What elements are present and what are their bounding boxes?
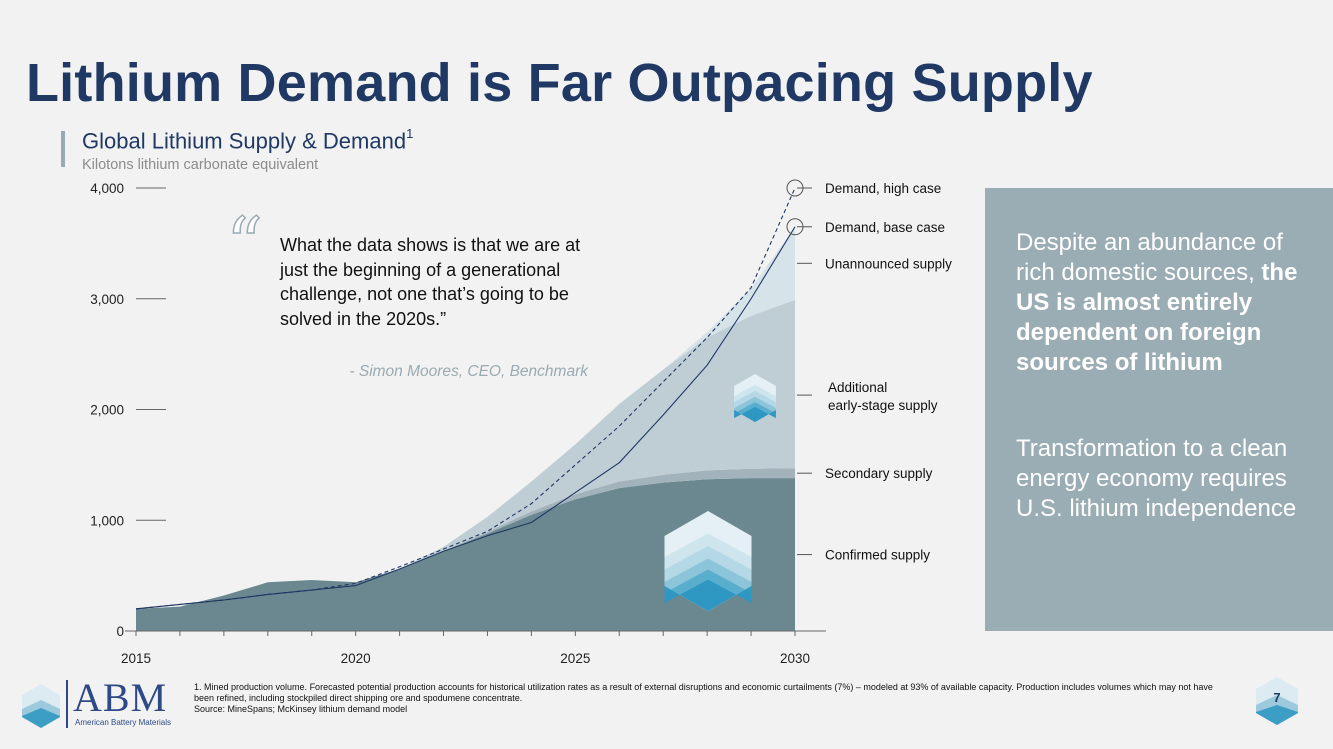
- legend-label: Secondary supply: [825, 466, 933, 481]
- y-tick-label: 4,000: [90, 181, 124, 196]
- logo-text: ABM: [73, 675, 168, 720]
- footnote-source: Source: MineSpans; McKinsey lithium dema…: [194, 704, 408, 714]
- page-title: Lithium Demand is Far Outpacing Supply: [26, 53, 1093, 113]
- legend-label: Demand, base case: [825, 220, 945, 235]
- chart-title-footnote-mark: 1: [406, 126, 414, 141]
- quote-attribution: - Simon Moores, CEO, Benchmark: [349, 363, 588, 380]
- chart-decor: [664, 374, 776, 611]
- y-tick-label: 0: [116, 624, 124, 639]
- y-tick-label: 2,000: [90, 403, 124, 418]
- logo-divider: [66, 680, 68, 728]
- logo-subtitle: American Battery Materials: [75, 718, 172, 727]
- chart-areas: [136, 226, 795, 631]
- quote-mark-icon: “: [225, 202, 263, 286]
- area-confirmed: [136, 478, 795, 631]
- legend-label: Demand, high case: [825, 181, 941, 196]
- chart-legend: Demand, high case Demand, base case Unanno…: [797, 181, 952, 563]
- area-additional: [136, 299, 795, 609]
- hexagon-small-icon: [734, 374, 776, 422]
- side-panel: Despite an abundance of rich domestic so…: [985, 188, 1333, 631]
- legend-label: early-stage supply: [828, 398, 938, 413]
- x-tick-label: 2020: [341, 651, 371, 666]
- chart-title: Global Lithium Supply & Demand1: [82, 126, 414, 154]
- side-panel-paragraph-2: Transformation to a clean energy economy…: [1016, 435, 1297, 522]
- page-number: 7: [1273, 690, 1281, 705]
- y-tick-label: 3,000: [90, 292, 124, 307]
- line-demand-base: [135, 226, 796, 610]
- chart-title-accent-bar: [61, 131, 65, 167]
- chart-subtitle: Kilotons lithium carbonate equivalent: [82, 157, 319, 173]
- x-tick-label: 2015: [121, 651, 151, 666]
- x-tick-label: 2030: [780, 651, 810, 666]
- side-panel-text-bold: the US is almost entirely dependent on f…: [1016, 259, 1298, 376]
- x-tick-label: 2025: [560, 651, 590, 666]
- y-tick-label: 1,000: [90, 513, 124, 528]
- quote-text: What the data shows is that we are at ju…: [280, 235, 581, 329]
- side-panel-text-normal: Despite an abundance of rich domestic so…: [1016, 229, 1283, 286]
- footnote-text: 1. Mined production volume. Forecasted p…: [194, 682, 1213, 703]
- side-panel-paragraph-1: Despite an abundance of rich domestic so…: [1016, 228, 1311, 378]
- footnote: 1. Mined production volume. Forecasted p…: [194, 682, 1224, 715]
- chart-axes: 0 1,000 2,000 3,000 4,000 2015 2020 2025 2030: [90, 181, 826, 666]
- legend-label: Unannounced supply: [825, 256, 952, 271]
- chart-title-text: Global Lithium Supply & Demand: [82, 128, 407, 154]
- legend-label: Confirmed supply: [825, 548, 930, 563]
- legend-label: Additional: [828, 380, 887, 395]
- line-demand-high: [135, 187, 796, 610]
- hexagon-large-icon: [664, 511, 752, 611]
